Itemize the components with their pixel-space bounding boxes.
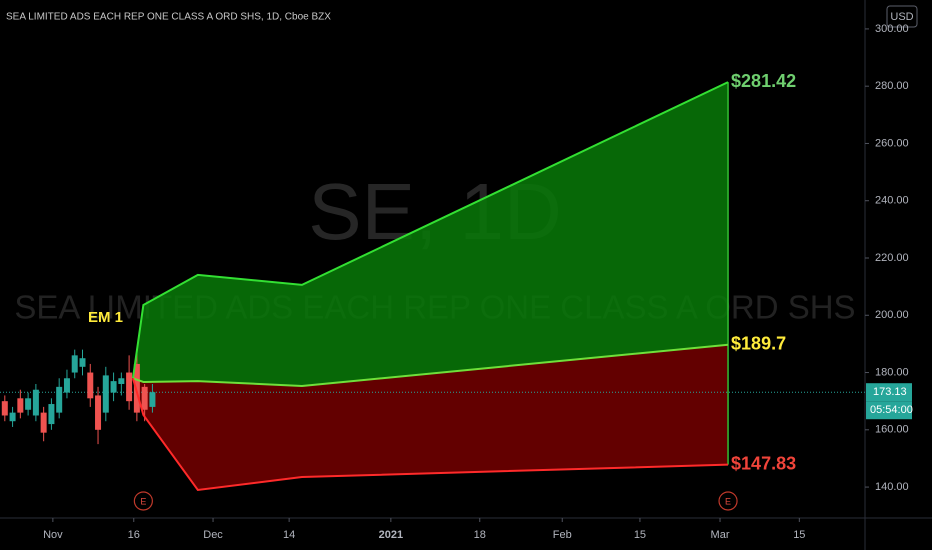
y-tick-label: 260.00: [875, 137, 909, 149]
band-line: [131, 81, 729, 379]
last-price-box: [866, 383, 912, 402]
annotation: EM 1: [88, 309, 123, 326]
currency-button[interactable]: [886, 5, 918, 28]
candle-body: [79, 358, 86, 367]
y-tick-label: 160.00: [875, 424, 909, 436]
candle-body: [110, 381, 117, 393]
y-tick-label: 220.00: [875, 252, 909, 264]
candle-body: [71, 355, 78, 373]
earnings-label: E: [140, 496, 146, 506]
candle-body: [95, 395, 102, 430]
y-tick-label: 200.00: [875, 309, 909, 321]
countdown-box: [866, 401, 912, 420]
earnings-label: E: [725, 496, 731, 506]
band-line: [132, 343, 729, 387]
candle-body: [17, 398, 24, 413]
earnings-marker: [133, 491, 153, 511]
x-tick-label: Mar: [711, 529, 730, 541]
upper-area: [132, 82, 729, 386]
last-price-label: 173.13: [873, 386, 907, 398]
lower-area: [132, 344, 729, 490]
candle-body: [63, 378, 70, 393]
candle-body: [40, 412, 47, 433]
candle-body: [118, 378, 125, 384]
x-tick-label: Feb: [553, 529, 572, 541]
earnings-marker: [718, 491, 738, 511]
band-end-label: $189.7: [731, 334, 786, 354]
candle-body: [133, 363, 140, 413]
y-tick-label: 300.00: [875, 23, 909, 35]
candle-body: [102, 375, 109, 413]
candle-body: [141, 386, 148, 410]
x-tick-label: 16: [128, 529, 140, 541]
currency-label[interactable]: USD: [890, 11, 913, 23]
candle-body: [149, 392, 156, 407]
y-tick-label: 180.00: [875, 366, 909, 378]
y-tick-label: 280.00: [875, 80, 909, 92]
candle-body: [25, 398, 32, 410]
band-end-label: $281.42: [731, 71, 796, 91]
candle-body: [87, 372, 94, 399]
band-line: [131, 377, 729, 492]
y-tick-label: 240.00: [875, 195, 909, 207]
candle-body: [48, 404, 55, 425]
candle-body: [9, 412, 16, 422]
candle-body: [32, 389, 39, 416]
band-end-label: $147.83: [731, 453, 796, 473]
candle-body: [126, 372, 133, 402]
x-tick-label: 18: [474, 529, 486, 541]
x-tick-label: 2021: [379, 529, 403, 541]
x-tick-label: Nov: [43, 529, 63, 541]
x-tick-label: 14: [283, 529, 295, 541]
chart-title: SEA LIMITED ADS EACH REP ONE CLASS A ORD…: [6, 12, 331, 23]
x-tick-label: 15: [634, 529, 646, 541]
y-tick-label: 140.00: [875, 481, 909, 493]
x-tick-label: Dec: [203, 529, 223, 541]
candle-body: [1, 401, 8, 416]
countdown-label: 05:54:00: [870, 404, 913, 416]
x-tick-label: 15: [793, 529, 805, 541]
candle-body: [56, 386, 63, 413]
